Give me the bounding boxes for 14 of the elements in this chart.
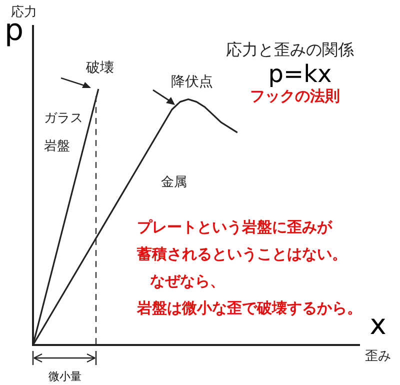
annotation: 降伏点 [171, 74, 213, 90]
annotation: なぜなら、 [150, 272, 225, 290]
series-label: 金属 [161, 175, 187, 190]
chart-subtitle: p=kx [268, 60, 332, 88]
annotation: フックの法則 [250, 87, 340, 105]
series-label: ガラス岩盤 [44, 111, 83, 154]
text: 微小量 [48, 370, 82, 383]
annotation: 岩盤は微小な歪で破壊するから。 [136, 299, 362, 317]
text: 破壊 [85, 60, 114, 76]
annotation: 蓄積されるということはない。 [136, 245, 347, 263]
chart-title: 応力と歪みの関係 [226, 40, 354, 59]
annotation: プレートという岩盤に歪みが [137, 218, 333, 236]
text: 歪み [365, 349, 391, 364]
x-axis-title: x [370, 308, 386, 341]
